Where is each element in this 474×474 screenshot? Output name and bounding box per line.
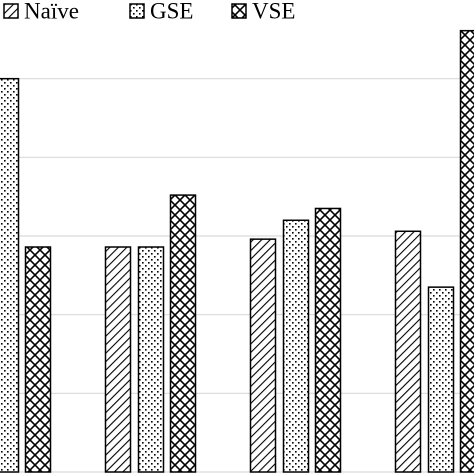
legend-label: Naïve bbox=[24, 0, 79, 23]
bar bbox=[394, 230, 422, 473]
bar bbox=[459, 29, 474, 473]
bar bbox=[24, 246, 52, 473]
legend-swatch bbox=[129, 3, 145, 19]
bar bbox=[427, 286, 455, 473]
legend-label: GSE bbox=[150, 0, 193, 23]
bar bbox=[137, 246, 165, 473]
bar bbox=[282, 219, 310, 473]
legend-label: VSE bbox=[252, 0, 295, 23]
legend-swatch bbox=[3, 3, 19, 19]
bar bbox=[169, 194, 197, 473]
bar bbox=[314, 207, 342, 473]
legend-swatch bbox=[231, 3, 247, 19]
bar bbox=[0, 77, 20, 473]
bar bbox=[104, 246, 132, 473]
bar bbox=[249, 238, 277, 473]
